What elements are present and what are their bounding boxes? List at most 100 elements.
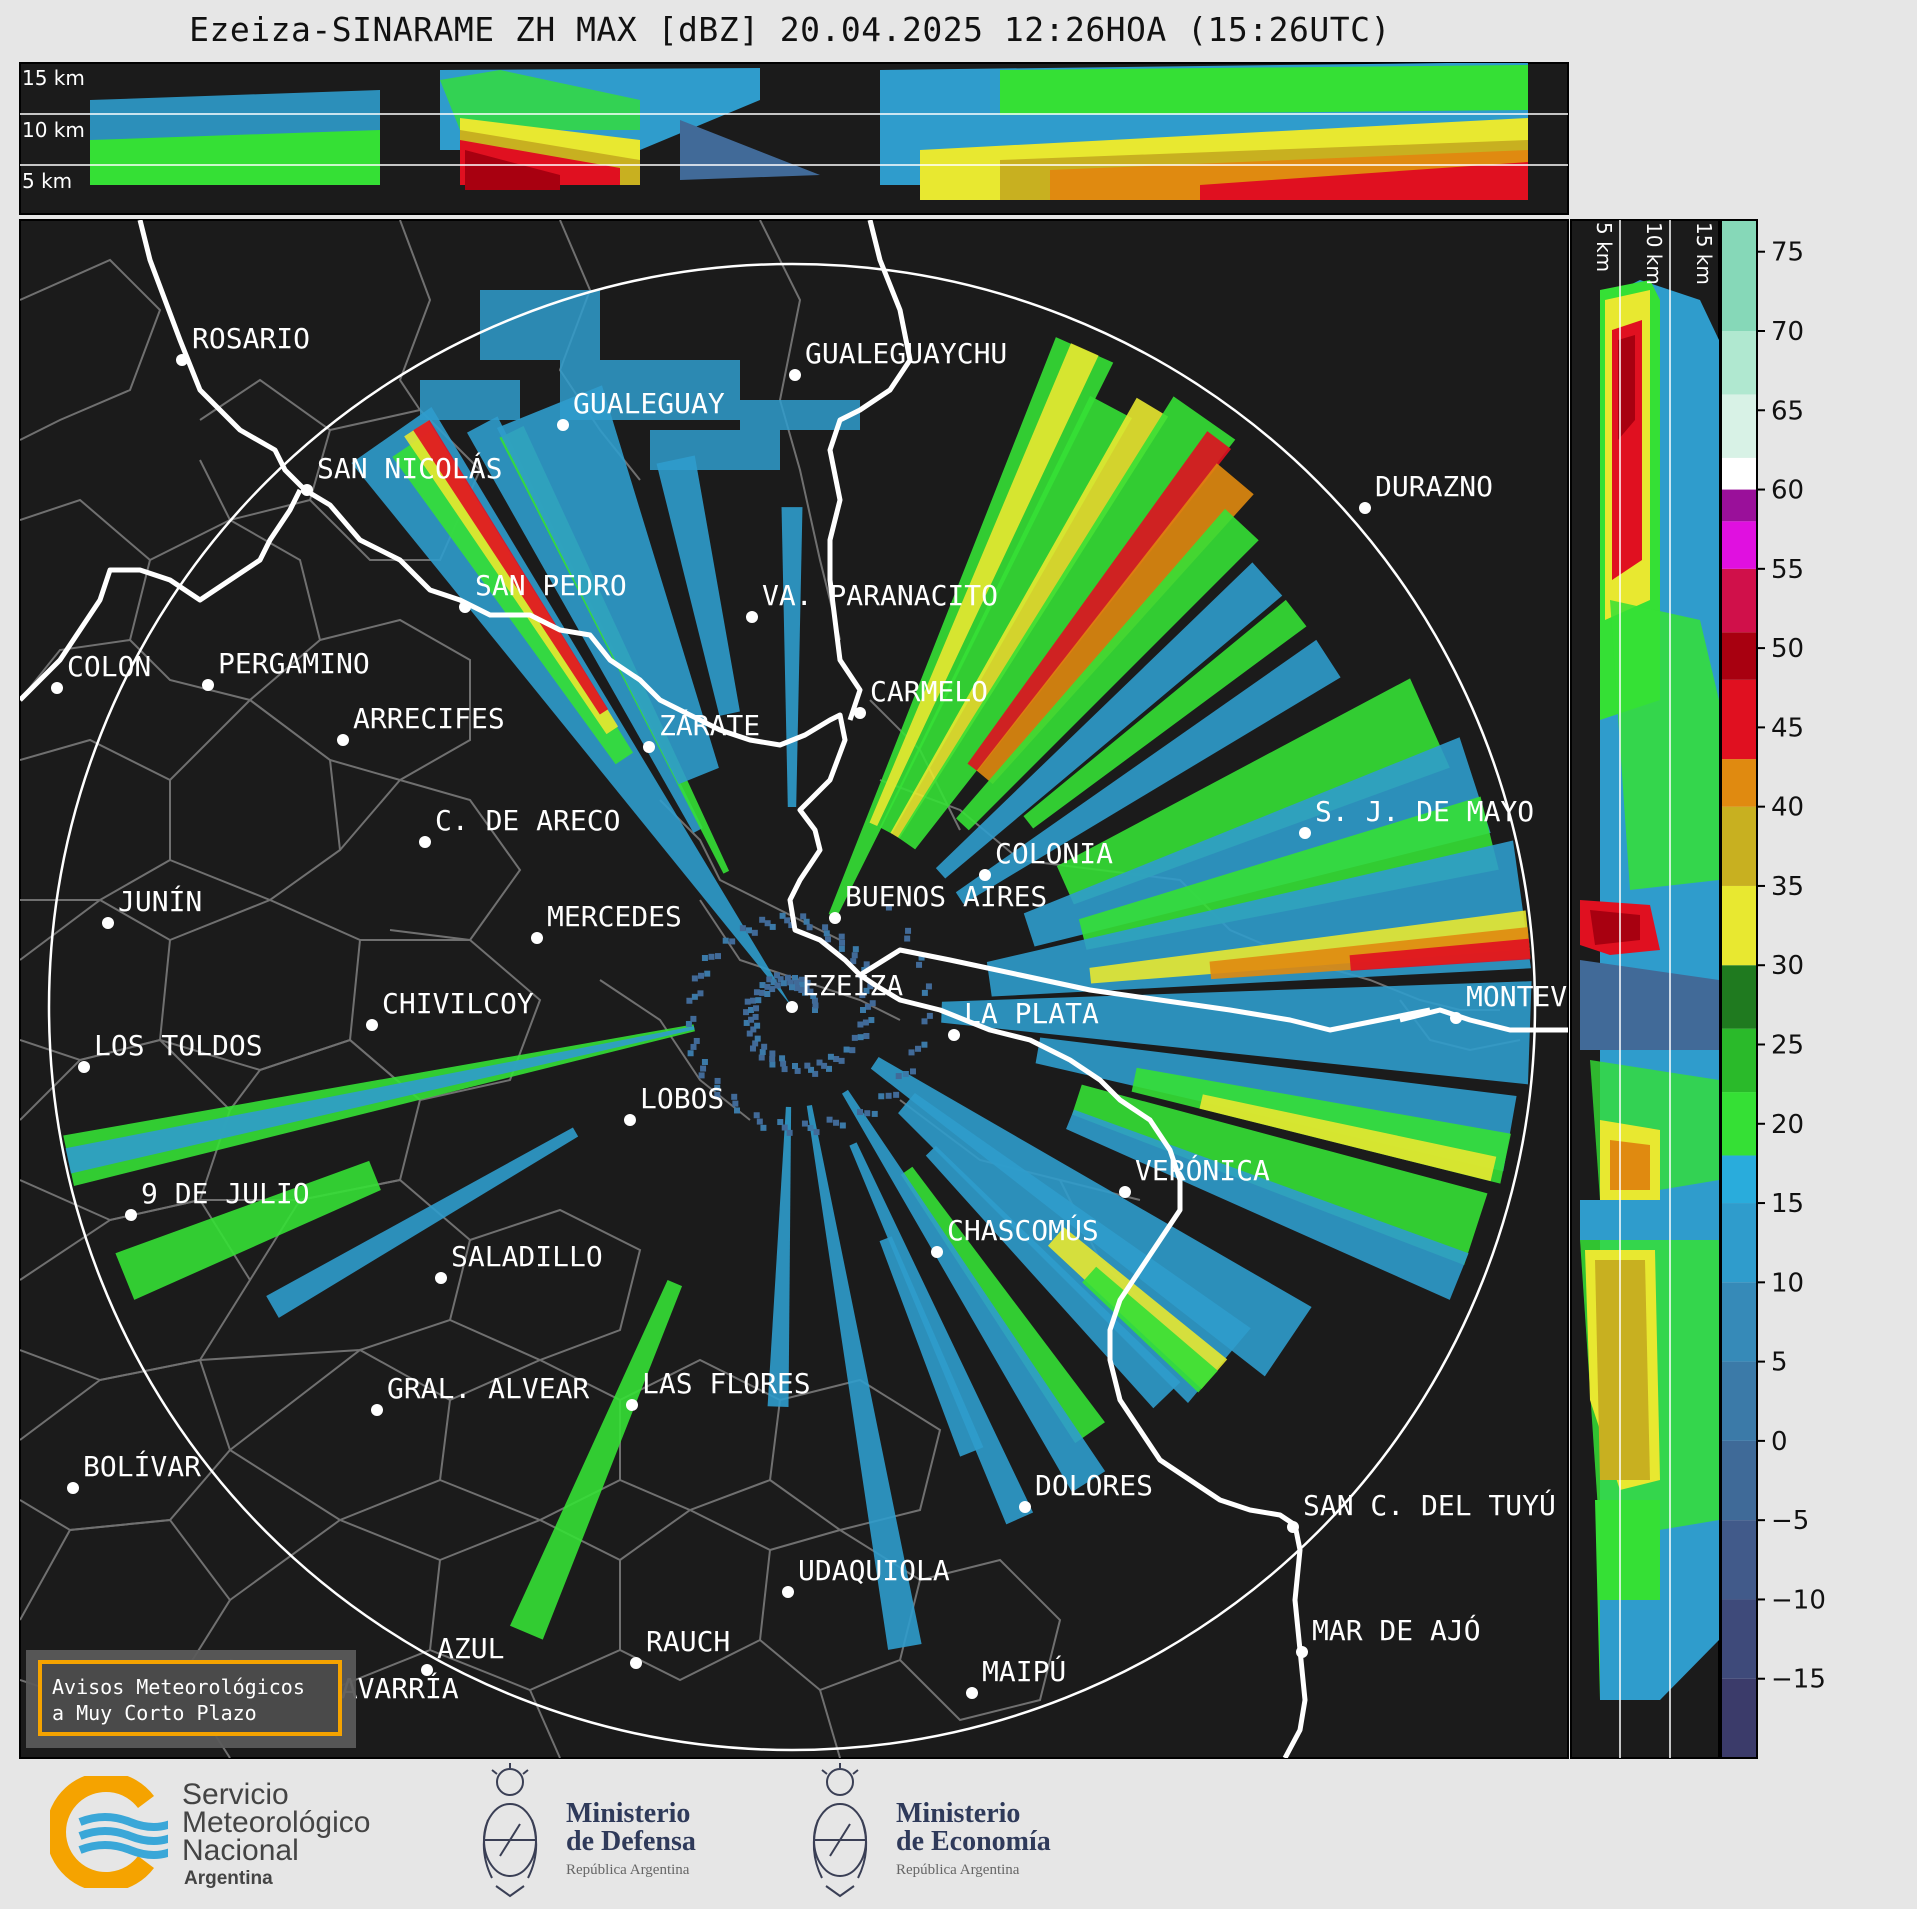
echo-clutter xyxy=(824,936,831,943)
echo-wedge xyxy=(890,397,1169,839)
radar-echoes xyxy=(63,290,1532,1650)
echo-clutter xyxy=(764,991,771,997)
echo-clutter xyxy=(708,953,715,960)
city-dot xyxy=(948,1029,960,1041)
city-dot xyxy=(1450,1012,1462,1024)
city-marker: MAR DE AJÓ xyxy=(1296,1613,1481,1658)
city-label: UDAQUIOLA xyxy=(798,1554,950,1587)
city-marker: ARRECIFES xyxy=(337,702,505,746)
echo-clutter xyxy=(885,904,892,911)
colorbar-tick-label: 30 xyxy=(1771,951,1804,981)
echo-clutter xyxy=(714,1084,721,1091)
city-label: LOS TOLDOS xyxy=(94,1029,263,1062)
city-dot xyxy=(51,682,63,694)
echo-clutter xyxy=(838,933,845,940)
echo-clutter xyxy=(697,990,704,997)
echo-clutter xyxy=(758,1054,765,1061)
echo-clutter xyxy=(798,981,805,988)
city-marker: CARMELO xyxy=(854,675,988,719)
colorbar-band xyxy=(1721,1203,1757,1283)
colorbar-band xyxy=(1721,568,1757,633)
city-label: LAS FLORES xyxy=(642,1367,811,1400)
city-marker: RAUCH xyxy=(630,1625,730,1669)
echo-clutter xyxy=(698,1072,705,1079)
echo-clutter xyxy=(885,1092,892,1099)
colorbar-band xyxy=(1721,1361,1757,1441)
economia-line1: Ministerio xyxy=(896,1798,1021,1829)
colorbar-tick-label: 45 xyxy=(1771,713,1804,743)
echo-clutter xyxy=(764,983,771,990)
city-dot xyxy=(176,354,188,366)
echo-wedge xyxy=(781,507,803,808)
echo-wedge xyxy=(956,508,1259,831)
echo-wedge xyxy=(879,395,1132,834)
right-height-label: 10 km xyxy=(1642,222,1666,285)
colorbar-tick-label: 35 xyxy=(1771,872,1804,902)
echo-clutter xyxy=(756,1118,763,1125)
echo-clutter xyxy=(749,1045,756,1052)
echo-wedge xyxy=(849,1142,1034,1525)
city-label: AZUL xyxy=(437,1632,504,1665)
echo-clutter xyxy=(759,1049,766,1056)
top-height-label: 10 km xyxy=(22,118,85,142)
avisos-box[interactable]: Avisos Meteorológicos a Muy Corto Plazo xyxy=(38,1660,342,1736)
echo-clutter xyxy=(803,918,810,925)
city-dot xyxy=(366,1019,378,1031)
echo-clutter xyxy=(843,1046,850,1053)
echo-wedge xyxy=(1349,938,1531,971)
city-marker: VA. PARANACITO xyxy=(746,579,998,623)
colorbar-tick-label: 0 xyxy=(1771,1427,1788,1457)
colorbar-band xyxy=(1721,806,1757,886)
echo-clutter xyxy=(787,979,794,986)
city-marker: COLONIA xyxy=(979,837,1113,881)
colorbar-band xyxy=(1721,457,1757,490)
echo-clutter xyxy=(839,1122,846,1129)
city-label: MONTEVIDEO xyxy=(1466,980,1635,1013)
smn-line1: Servicio xyxy=(182,1778,289,1811)
colorbar-band xyxy=(1721,489,1757,522)
echo-clutter xyxy=(800,913,807,920)
echo-clutter xyxy=(754,1022,761,1029)
city-label: LA PLATA xyxy=(964,997,1099,1030)
city-label: CARMELO xyxy=(870,675,988,708)
city-dot xyxy=(1299,827,1311,839)
city-dot xyxy=(979,869,991,881)
echo-clutter xyxy=(833,1056,840,1063)
colorbar-tick-label: 40 xyxy=(1771,793,1804,823)
echo-clutter xyxy=(760,1124,767,1131)
echo-clutter xyxy=(764,920,771,927)
echo-clutter xyxy=(798,986,805,993)
city-marker: ZÁRATE xyxy=(643,708,760,753)
echo-clutter xyxy=(769,923,776,930)
economia-line2: de Economía xyxy=(896,1826,1051,1857)
echo-clutter xyxy=(793,985,800,992)
radar-map: ROSARIO GUALEGUAYCHU GUALEGUAY SAN NICOLÁS D… xyxy=(19,219,1635,1759)
echo-clutter xyxy=(784,917,791,924)
top-cross-section-panel: 15 km 10 km 5 km xyxy=(19,62,1569,215)
echo-clutter xyxy=(904,935,911,942)
echo-clutter xyxy=(690,1043,697,1050)
city-label: SALADILLO xyxy=(451,1240,603,1273)
city-marker: LOS TOLDOS xyxy=(78,1029,263,1073)
echo-clutter xyxy=(792,1063,798,1069)
city-label: RAUCH xyxy=(646,1625,730,1658)
top-height-label: 5 km xyxy=(22,169,72,193)
echo-clutter xyxy=(816,1059,823,1066)
colorbar-tick-label: 25 xyxy=(1771,1030,1804,1060)
echo-clutter xyxy=(902,1071,909,1077)
city-label: BOLÍVAR xyxy=(83,1449,201,1483)
echo-wedge xyxy=(935,562,1283,879)
city-dot xyxy=(202,679,214,691)
echo-clutter xyxy=(753,1112,760,1119)
colorbar-band xyxy=(1721,1155,1757,1204)
city-marker: BOLÍVAR xyxy=(67,1449,201,1494)
city-label: COLON xyxy=(67,650,151,683)
right-cross-section-panel: 5 km 10 km 15 km xyxy=(1570,219,1720,1759)
defensa-line1: Ministerio xyxy=(566,1798,691,1829)
echo-clutter xyxy=(812,1007,818,1013)
colorbar-tick-label: 70 xyxy=(1771,317,1804,347)
city-dot xyxy=(557,419,569,431)
city-dot xyxy=(371,1404,383,1416)
echo-wedge xyxy=(842,1089,1106,1492)
national-shield-icon xyxy=(812,1763,868,1898)
